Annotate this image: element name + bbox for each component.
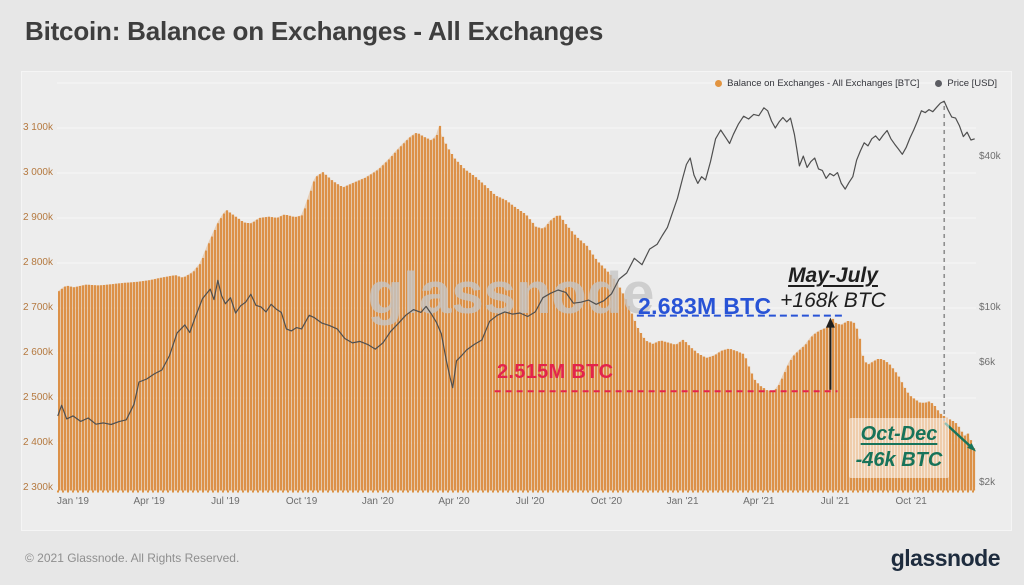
annotation-graphics [494, 106, 976, 452]
annotation-low-level-label: 2.515M BTC [497, 361, 614, 383]
balance-bars-series [57, 125, 976, 493]
annotation-may-july-title: May-July [788, 264, 878, 287]
axis-tick-label: 3 100k [22, 122, 53, 133]
annotation-oct-dec-value: -46k BTC [855, 449, 943, 471]
axis-tick-label: $6k [979, 357, 996, 369]
glassnode-logo: glassnode [890, 545, 1001, 571]
price-line-series [57, 100, 975, 426]
page-title: Bitcoin: Balance on Exchanges - All Exch… [25, 16, 604, 46]
legend-dot [715, 80, 723, 87]
chart-legend: Balance on Exchanges - All Exchanges [BT… [715, 78, 997, 89]
annotation-oct-dec-title: Oct-Dec [860, 423, 938, 445]
axis-tick-label: Oct '19 [285, 496, 318, 507]
gridlines [57, 82, 976, 489]
axis-tick-label: Jan '20 [361, 496, 394, 507]
annotation-oct-dec: Oct-Dec -46k BTC [849, 418, 949, 478]
axis-tick-label: Jan '21 [666, 496, 699, 507]
annotation-may-july: May-July +168k BTC [757, 263, 909, 313]
legend-item-balance[interactable]: Balance on Exchanges - All Exchanges [BT… [715, 78, 919, 89]
copyright-text: © 2021 Glassnode. All Rights Reserved. [25, 551, 240, 565]
axis-tick-label: 2 800k [22, 257, 53, 268]
axis-tick-label: 3 000k [22, 167, 53, 178]
axis-tick-label: 2 900k [22, 212, 53, 223]
axis-tick-label: $2k [979, 476, 996, 488]
legend-label: Balance on Exchanges - All Exchanges [BT… [727, 78, 920, 89]
axis-tick-label: 2 600k [22, 347, 53, 358]
chart-card [21, 71, 1012, 531]
axis-tick-label: Apr '20 [438, 496, 470, 507]
axis-tick-label: Oct '20 [590, 496, 623, 507]
annotation-may-july-value: +168k BTC [780, 289, 886, 312]
axis-tick-label: $10k [979, 302, 1001, 313]
axis-tick-label: Jul '21 [820, 496, 850, 507]
axis-tick-label: Oct '21 [895, 496, 927, 507]
axis-tick-label: 2 500k [22, 392, 53, 403]
legend-dot [935, 80, 943, 87]
legend-item-price[interactable]: Price [USD] [935, 78, 997, 89]
annotation-high-level-label: 2.683M BTC [638, 293, 772, 319]
axis-tick-label: 2 400k [22, 437, 53, 448]
axis-tick-label: Jul '20 [515, 496, 545, 507]
axis-tick-label: Jul '19 [211, 496, 240, 507]
axis-tick-label: $40k [979, 151, 1001, 163]
legend-label: Price [USD] [947, 78, 997, 89]
axis-tick-label: 2 300k [22, 482, 53, 493]
axis-tick-label: Apr '21 [743, 496, 775, 507]
axis-tick-label: 2 700k [22, 302, 53, 313]
axis-tick-label: Jan '19 [57, 496, 89, 507]
axis-tick-label: Apr '19 [133, 496, 165, 507]
glassnode-watermark: glassnode [368, 261, 655, 326]
